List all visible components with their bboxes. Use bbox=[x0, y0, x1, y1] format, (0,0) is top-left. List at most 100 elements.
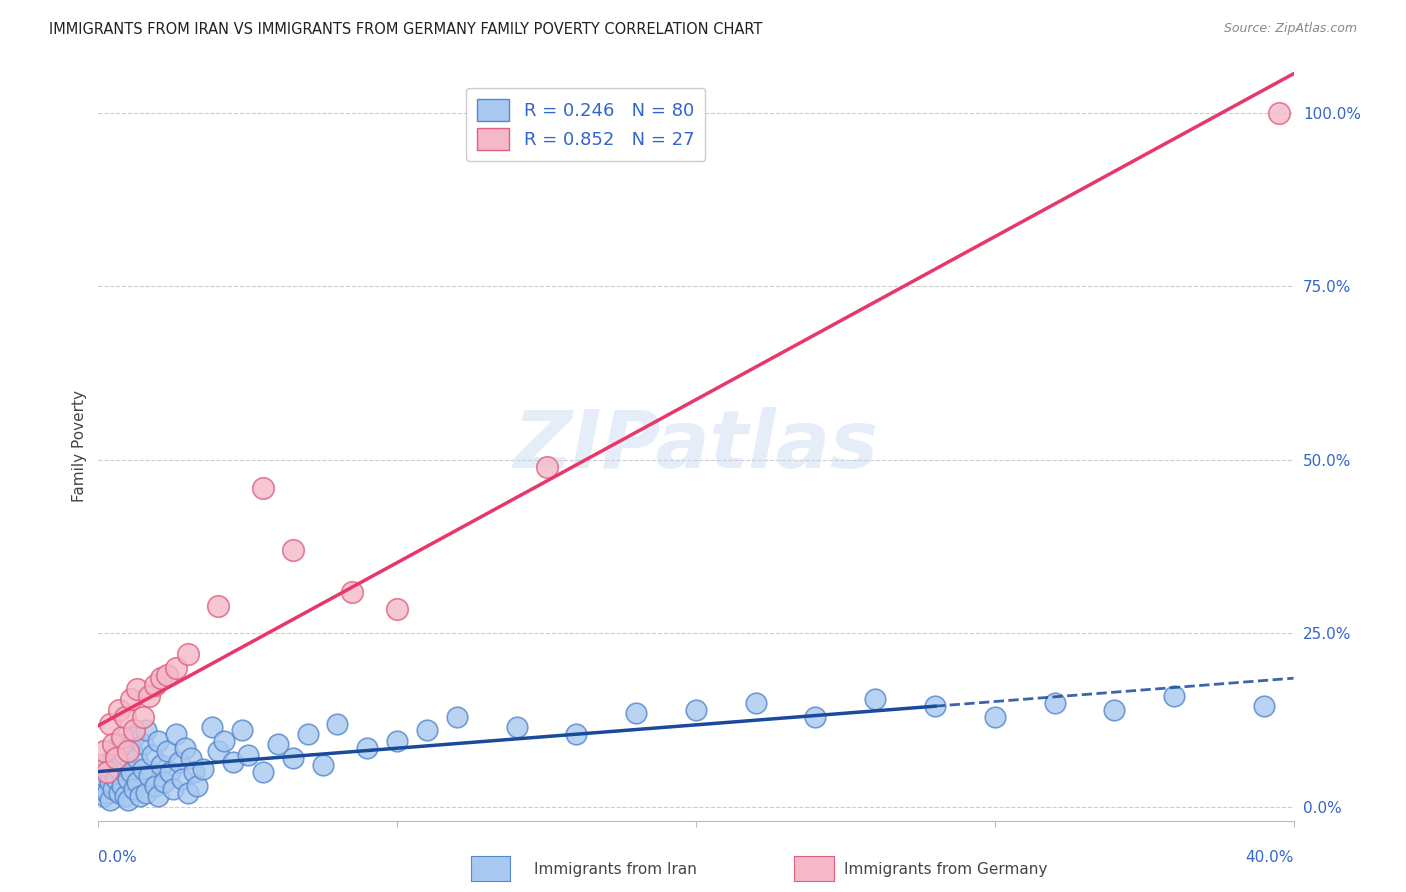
Point bbox=[201, 720, 224, 734]
Point bbox=[96, 758, 118, 772]
Point bbox=[93, 768, 115, 782]
Point bbox=[135, 723, 157, 738]
Point bbox=[117, 793, 139, 807]
Text: ZIPatlas: ZIPatlas bbox=[513, 407, 879, 485]
Point bbox=[252, 765, 274, 780]
Point bbox=[96, 765, 118, 780]
Point bbox=[124, 731, 146, 745]
Point bbox=[108, 703, 131, 717]
Point bbox=[93, 789, 115, 804]
Point bbox=[120, 765, 142, 780]
Y-axis label: Family Poverty: Family Poverty bbox=[72, 390, 87, 502]
Point bbox=[129, 789, 152, 804]
Point bbox=[103, 782, 125, 797]
Point bbox=[191, 762, 214, 776]
Point bbox=[153, 775, 176, 789]
Point bbox=[117, 772, 139, 786]
Point bbox=[111, 731, 134, 745]
Point bbox=[135, 786, 157, 800]
Point bbox=[108, 786, 131, 800]
Point bbox=[172, 772, 194, 786]
Point bbox=[162, 782, 184, 797]
Point bbox=[108, 737, 131, 751]
Text: Source: ZipAtlas.com: Source: ZipAtlas.com bbox=[1223, 22, 1357, 36]
Point bbox=[105, 744, 128, 758]
Point bbox=[281, 543, 304, 558]
Point bbox=[90, 779, 112, 793]
Point bbox=[506, 720, 529, 734]
Point bbox=[177, 786, 200, 800]
Text: 40.0%: 40.0% bbox=[1246, 850, 1294, 865]
Point bbox=[96, 786, 118, 800]
Point bbox=[132, 737, 155, 751]
Point bbox=[177, 647, 200, 661]
Point bbox=[207, 744, 229, 758]
Point bbox=[165, 661, 187, 675]
Point bbox=[143, 678, 166, 692]
Point bbox=[356, 740, 378, 755]
Point bbox=[143, 779, 166, 793]
Point bbox=[114, 789, 136, 804]
Point bbox=[141, 747, 163, 762]
Point bbox=[93, 744, 115, 758]
Point bbox=[536, 459, 558, 474]
Point bbox=[148, 789, 170, 804]
Point bbox=[207, 599, 229, 613]
Point bbox=[150, 672, 173, 686]
Point bbox=[156, 744, 179, 758]
Point bbox=[98, 716, 122, 731]
Point bbox=[114, 747, 136, 762]
Point bbox=[297, 727, 319, 741]
Point bbox=[108, 762, 131, 776]
Point bbox=[105, 751, 128, 765]
Point bbox=[148, 734, 170, 748]
Point bbox=[127, 775, 149, 789]
Point bbox=[1267, 106, 1289, 120]
Point bbox=[180, 751, 202, 765]
Point bbox=[165, 727, 187, 741]
Point bbox=[385, 602, 409, 616]
Point bbox=[1163, 689, 1185, 703]
Point bbox=[138, 689, 160, 703]
Point bbox=[156, 668, 179, 682]
Point bbox=[1253, 699, 1275, 714]
Point bbox=[111, 779, 134, 793]
Text: 0.0%: 0.0% bbox=[98, 850, 138, 865]
Point bbox=[267, 737, 290, 751]
Point bbox=[150, 758, 173, 772]
Point bbox=[103, 751, 125, 765]
Point bbox=[186, 779, 208, 793]
Point bbox=[1104, 703, 1126, 717]
Point bbox=[924, 699, 946, 714]
Point bbox=[984, 709, 1007, 723]
Point bbox=[127, 681, 149, 696]
Point bbox=[174, 740, 197, 755]
Point bbox=[124, 723, 146, 738]
Point bbox=[120, 740, 142, 755]
Point bbox=[342, 584, 364, 599]
Legend: R = 0.246   N = 80, R = 0.852   N = 27: R = 0.246 N = 80, R = 0.852 N = 27 bbox=[465, 88, 706, 161]
Point bbox=[281, 751, 304, 765]
Point bbox=[212, 734, 235, 748]
Point bbox=[159, 765, 181, 780]
Point bbox=[865, 692, 887, 706]
Text: Immigrants from Iran: Immigrants from Iran bbox=[534, 863, 697, 877]
Point bbox=[804, 709, 827, 723]
Point bbox=[252, 481, 274, 495]
Point bbox=[626, 706, 648, 720]
Text: IMMIGRANTS FROM IRAN VS IMMIGRANTS FROM GERMANY FAMILY POVERTY CORRELATION CHART: IMMIGRANTS FROM IRAN VS IMMIGRANTS FROM … bbox=[49, 22, 762, 37]
Point bbox=[103, 765, 125, 780]
Point bbox=[114, 709, 136, 723]
Point bbox=[103, 737, 125, 751]
Point bbox=[127, 751, 149, 765]
Point bbox=[120, 692, 142, 706]
Point bbox=[416, 723, 439, 738]
Point bbox=[111, 755, 134, 769]
Point bbox=[98, 793, 122, 807]
Point bbox=[132, 762, 155, 776]
Point bbox=[326, 716, 349, 731]
Point bbox=[1043, 696, 1066, 710]
Point bbox=[138, 768, 160, 782]
Point bbox=[124, 782, 146, 797]
Point bbox=[117, 744, 139, 758]
